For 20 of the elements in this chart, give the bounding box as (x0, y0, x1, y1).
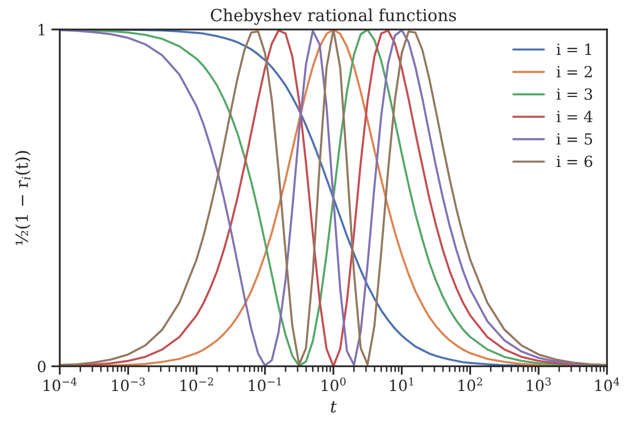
legend-label: i = 1 (556, 43, 592, 55)
legend-label: i = 4 (556, 110, 592, 122)
x-tick-label: 10$^{2}$ (458, 377, 482, 392)
y-tick-label: 0 (38, 360, 46, 372)
legend-label: i = 3 (556, 88, 592, 100)
y-tick-label: 1 (38, 24, 44, 36)
x-tick-label: 10$^{−2}$ (180, 377, 213, 392)
x-tick-label: 10$^{0}$ (322, 377, 346, 392)
x-tick-label: 10$^{1}$ (390, 377, 414, 392)
x-tick-label: 10$^{3}$ (527, 377, 551, 392)
x-tick-label: 10$^{−1}$ (248, 377, 281, 392)
chart-title: Chebyshev rational functions (210, 8, 456, 25)
x-tick-label: 10$^{4}$ (595, 377, 620, 392)
legend-label: i = 2 (556, 66, 592, 78)
y-axis-title: ½(1 − r$_{i}$(t)) (15, 151, 30, 245)
x-tick-label: 10$^{−3}$ (112, 377, 145, 392)
x-tick-label: 10$^{−4}$ (44, 377, 77, 392)
x-axis-title: t (330, 401, 337, 413)
legend-label: i = 5 (556, 133, 592, 145)
legend-label: i = 6 (556, 156, 592, 168)
